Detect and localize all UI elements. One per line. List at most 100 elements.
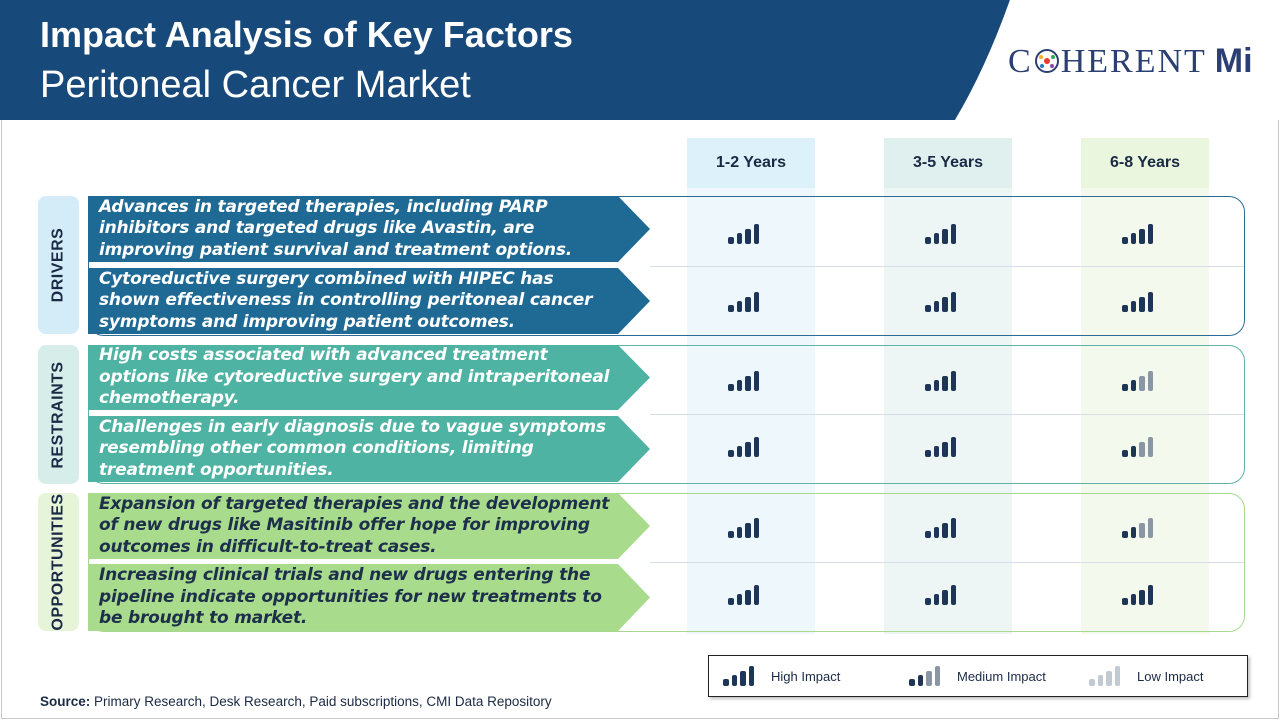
impact-bar (745, 590, 751, 605)
impact-bar (736, 301, 742, 312)
restraint-row-2-arrow (88, 416, 650, 482)
high-impact-icon (1122, 581, 1162, 605)
impact-bar (942, 376, 948, 391)
high-impact-icon (728, 367, 768, 391)
legend-label-medium: Medium Impact (957, 668, 1046, 684)
logo-mi: Mi (1214, 42, 1253, 80)
driver-row-2: Cytoreductive surgery combined with HIPE… (88, 268, 650, 334)
restraint-row-2-text: Challenges in early diagnosis due to vag… (99, 416, 606, 480)
impact-bar (925, 237, 931, 244)
high-impact-icon (1122, 288, 1162, 312)
impact-bar (753, 518, 759, 538)
high-impact-icon (728, 514, 768, 538)
high-impact-icon (723, 666, 763, 686)
high-impact-icon (925, 581, 965, 605)
impact-bar (942, 297, 948, 312)
opportunity-row-2-text: Increasing clinical trials and new drugs… (99, 565, 602, 629)
impact-bar (1122, 531, 1128, 538)
impact-bar (925, 384, 931, 391)
impact-bar (933, 446, 939, 457)
restraint-row-1: High costs associated with advanced trea… (88, 345, 650, 410)
globe-icon (1034, 49, 1059, 73)
column-header-6-8-years: 6-8 Years (1081, 138, 1209, 188)
drivers-label: DRIVERS (38, 196, 79, 334)
impact-bar (736, 233, 742, 244)
impact-bar (736, 594, 742, 605)
opportunities-group-box (88, 493, 1245, 632)
impact-bar (1114, 666, 1120, 686)
legend-item-high: High Impact (723, 656, 840, 696)
impact-bar (731, 675, 737, 686)
driver-row-1-arrow (88, 196, 650, 262)
content-frame (1, 120, 1279, 719)
legend-item-medium: Medium Impact (909, 656, 1046, 696)
impact-bar (933, 527, 939, 538)
opportunity-row-1-arrow (88, 493, 650, 559)
impact-bar (745, 442, 751, 457)
opportunity-row-2: Increasing clinical trials and new drugs… (88, 564, 650, 631)
impact-bar (728, 237, 734, 244)
restraint-row-1-text: High costs associated with advanced trea… (99, 345, 610, 409)
drivers-group-box (88, 196, 1245, 336)
restraint-row-2: Challenges in early diagnosis due to vag… (88, 416, 650, 482)
impact-bar (925, 305, 931, 312)
row-divider (650, 562, 1244, 563)
impact-bar (1139, 523, 1145, 538)
medium-impact-icon (1122, 433, 1162, 457)
impact-bar (950, 224, 956, 244)
driver-row-2-text: Cytoreductive surgery combined with HIPE… (99, 268, 593, 332)
low-impact-icon (1089, 666, 1129, 686)
impact-bar (723, 679, 729, 686)
legend-label-low: Low Impact (1137, 668, 1204, 684)
impact-bar (1147, 224, 1153, 244)
coherent-mi-logo: C HERENT Mi (1008, 42, 1253, 81)
column-band-2 (884, 188, 1012, 634)
impact-bar (917, 675, 923, 686)
impact-bar (745, 523, 751, 538)
impact-bar (736, 446, 742, 457)
high-impact-icon (925, 514, 965, 538)
impact-bar (1147, 585, 1153, 605)
impact-bar (934, 666, 940, 686)
legend-item-low: Low Impact (1089, 656, 1203, 696)
opportunity-row-1: Expansion of targeted therapies and the … (88, 493, 650, 559)
impact-bar (942, 442, 948, 457)
column-band-1 (687, 188, 815, 634)
impact-bar (933, 594, 939, 605)
logo-letter-c: C (1008, 43, 1033, 80)
impact-bar (745, 376, 751, 391)
impact-bar (740, 671, 746, 686)
opportunity-row-1-text: Expansion of targeted therapies and the … (99, 493, 610, 557)
impact-bar (1089, 679, 1095, 686)
impact-bar (1130, 594, 1136, 605)
source-text: Primary Research, Desk Research, Paid su… (90, 694, 552, 709)
page-subtitle: Peritoneal Cancer Market (40, 64, 471, 106)
impact-bar (748, 666, 754, 686)
impact-bar (1139, 376, 1145, 391)
impact-bar (909, 679, 915, 686)
impact-bar (1122, 384, 1128, 391)
impact-bar (950, 371, 956, 391)
impact-bar (728, 598, 734, 605)
impact-bar (745, 297, 751, 312)
impact-bar (753, 371, 759, 391)
impact-bar (1147, 292, 1153, 312)
impact-bar (753, 585, 759, 605)
impact-bar (728, 384, 734, 391)
impact-bar (1147, 371, 1153, 391)
impact-bar (1130, 527, 1136, 538)
impact-bar (1139, 297, 1145, 312)
source-note: Source: Primary Research, Desk Research,… (40, 694, 552, 709)
opportunity-row-2-arrow (88, 564, 650, 631)
impact-bar (1122, 305, 1128, 312)
high-impact-icon (1122, 220, 1162, 244)
row-divider (650, 266, 1244, 267)
medium-impact-icon (909, 666, 949, 686)
impact-bar (753, 437, 759, 457)
impact-bar (933, 380, 939, 391)
impact-bar (753, 224, 759, 244)
impact-bar (1122, 237, 1128, 244)
impact-bar (1130, 446, 1136, 457)
restraints-group-box (88, 345, 1245, 484)
impact-bar (942, 229, 948, 244)
